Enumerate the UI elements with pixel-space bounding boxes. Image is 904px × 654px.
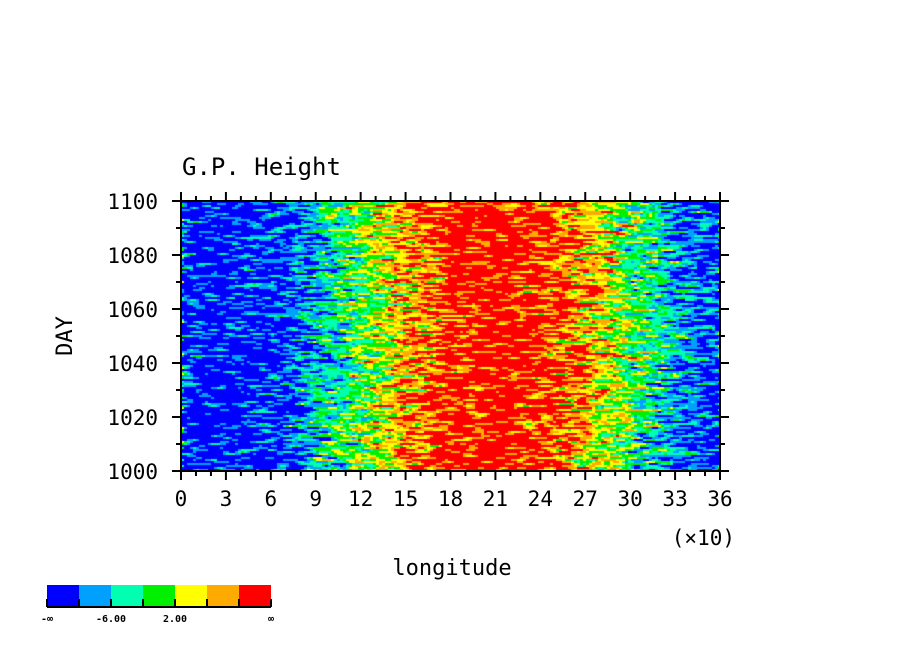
- colorbar-label: -6.00: [96, 614, 126, 625]
- colorbar-swatch: [239, 585, 271, 607]
- x-tick-label: 12: [348, 487, 373, 511]
- plot-frame: [180, 200, 721, 472]
- x-tick-label: 27: [573, 487, 598, 511]
- x-tick-label: 21: [483, 487, 508, 511]
- y-tick-label: 1020: [107, 406, 158, 430]
- y-tick-label: 1060: [107, 298, 158, 322]
- colorbar-swatch: [175, 585, 207, 607]
- x-tick-label: 6: [265, 487, 278, 511]
- chart-title: G.P. Height: [182, 153, 341, 181]
- x-tick-label: 36: [707, 487, 732, 511]
- colorbar-swatch: [79, 585, 111, 607]
- x-tick-label: 24: [528, 487, 553, 511]
- colorbar-swatch: [111, 585, 143, 607]
- colorbar-label: ∞: [268, 614, 274, 625]
- x-tick-label: 18: [438, 487, 463, 511]
- y-tick-label: 1000: [107, 460, 158, 484]
- colorbar-swatch: [207, 585, 239, 607]
- x-tick-label: 33: [662, 487, 687, 511]
- x-axis-label: longitude: [392, 556, 511, 581]
- x-tick-label: 3: [220, 487, 233, 511]
- colorbar-swatch: [47, 585, 79, 607]
- x-tick-label: 9: [309, 487, 322, 511]
- x-tick-label: 30: [618, 487, 643, 511]
- y-tick-label: 1040: [107, 352, 158, 376]
- colorbar-label: 2.00: [163, 614, 187, 625]
- x-multiplier-label: (×10): [672, 526, 735, 550]
- y-axis-label: DAY: [53, 316, 78, 356]
- colorbar-swatch: [143, 585, 175, 607]
- x-tick-label: 0: [175, 487, 188, 511]
- heatmap-field: [181, 201, 720, 471]
- y-tick-label: 1100: [107, 190, 158, 214]
- colorbar-label: -∞: [41, 614, 53, 625]
- y-tick-label: 1080: [107, 244, 158, 268]
- x-tick-label: 15: [393, 487, 418, 511]
